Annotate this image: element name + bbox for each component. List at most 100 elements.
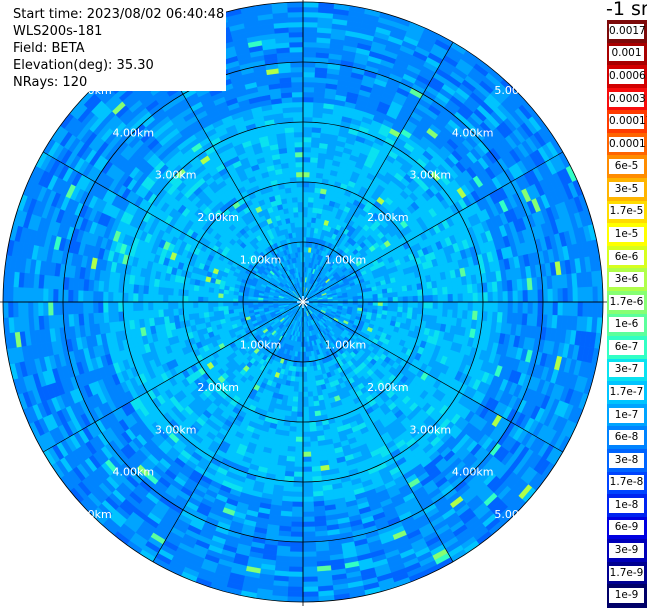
range-gate-cell: [133, 311, 139, 320]
range-gate-cell: [297, 242, 300, 247]
range-gate-cell: [296, 427, 303, 432]
range-gate-cell: [293, 112, 303, 117]
range-gate-cell: [288, 162, 296, 168]
range-gate-cell: [238, 302, 243, 305]
range-gate-cell: [303, 167, 310, 172]
range-gate-cell: [502, 312, 508, 323]
range-gate-cell: [303, 92, 314, 97]
range-gate-cell: [199, 312, 205, 318]
range-gate-cell: [378, 306, 383, 310]
range-gate-cell: [297, 412, 303, 417]
range-gate-cell: [383, 302, 388, 306]
range-gate-cell: [163, 302, 168, 309]
range-gate-cell: [193, 296, 198, 302]
range-gate-cell: [303, 237, 306, 242]
range-gate-cell: [188, 302, 193, 308]
range-gate-cell: [312, 132, 321, 138]
range-gate-cell: [286, 456, 295, 462]
range-gate-cell: [223, 310, 228, 315]
range-gate-cell: [193, 307, 198, 313]
range-gate-cell: [303, 462, 312, 467]
range-gate-cell: [295, 372, 299, 377]
range-gate-cell: [293, 107, 303, 112]
range-gate-cell: [303, 227, 307, 232]
range-gate-cell: [218, 306, 223, 311]
range-gate-cell: [417, 308, 422, 315]
range-gate-cell: [118, 302, 123, 312]
range-gate-cell: [492, 282, 498, 292]
range-gate-cell: [388, 297, 393, 302]
range-gate-cell: [178, 295, 183, 302]
range-gate-cell: [303, 182, 309, 187]
range-gate-cell: [383, 293, 388, 298]
range-gate-cell: [284, 213, 289, 219]
range-gate-cell: [412, 284, 418, 290]
range-gate-cell: [303, 157, 311, 162]
range-gate-cell: [290, 416, 297, 421]
range-gate-cell: [293, 497, 303, 502]
range-gate-cell: [173, 295, 178, 302]
range-gate-cell: [408, 296, 413, 302]
range-gate-cell: [98, 291, 103, 302]
range-gate-cell: [487, 282, 493, 292]
range-gate-cell: [303, 412, 309, 417]
range-gate-cell: [393, 307, 398, 312]
range-gate-cell: [378, 298, 383, 302]
range-gate-cell: [312, 391, 317, 397]
range-gate-cell: [103, 292, 108, 302]
range-gate-cell: [303, 367, 307, 372]
range-gate-cell: [173, 288, 179, 295]
range-gate-cell: [417, 289, 422, 296]
range-gate-cell: [303, 372, 307, 377]
range-gate-cell: [286, 461, 295, 467]
range-gate-cell: [300, 352, 303, 357]
range-gate-cell: [183, 296, 188, 302]
range-gate-cell: [294, 132, 303, 137]
range-gate-cell: [283, 491, 293, 497]
range-gate-cell: [311, 147, 319, 153]
range-gate-cell: [258, 304, 263, 307]
range-gate-cell: [383, 306, 388, 311]
range-gate-cell: [303, 247, 306, 252]
range-gate-cell: [295, 457, 303, 462]
range-gate-cell: [163, 309, 169, 317]
range-gate-cell: [204, 312, 210, 318]
range-gate-cell: [462, 285, 468, 294]
range-gate-cell: [473, 302, 478, 311]
range-gate-cell: [392, 311, 398, 316]
range-gate-cell: [148, 310, 154, 318]
range-gate-cell: [447, 286, 453, 294]
range-gate-cell: [423, 295, 428, 302]
range-gate-cell: [468, 302, 473, 311]
range-gate-cell: [300, 362, 303, 367]
range-gate-cell: [188, 308, 193, 314]
range-gate-cell: [294, 387, 299, 392]
range-gate-cell: [307, 212, 312, 217]
range-gate-cell: [299, 377, 303, 382]
range-gate-cell: [437, 309, 443, 317]
range-gate-cell: [287, 152, 295, 158]
range-gate-cell: [103, 281, 109, 292]
range-gate-cell: [310, 436, 318, 442]
range-gate-cell: [291, 411, 297, 416]
range-gate-cell: [312, 127, 321, 133]
range-gate-cell: [248, 299, 253, 302]
range-gate-cell: [303, 352, 306, 357]
range-gate-cell: [372, 290, 377, 294]
range-gate-cell: [303, 232, 307, 237]
range-gate-cell: [143, 285, 149, 294]
range-gate-cell: [283, 107, 293, 113]
range-gate-cell: [285, 466, 294, 472]
range-gate-cell: [303, 422, 310, 427]
range-gate-cell: [423, 302, 428, 309]
range-gate-cell: [303, 437, 310, 442]
range-gate-cell: [295, 377, 299, 382]
range-gate-cell: [293, 396, 298, 401]
range-gate-cell: [290, 182, 297, 187]
range-gate-cell: [303, 507, 314, 512]
range-gate-cell: [368, 295, 373, 299]
range-gate-cell: [453, 302, 458, 310]
range-gate-cell: [288, 208, 293, 214]
range-gate-cell: [388, 302, 393, 307]
range-gate-cell: [228, 306, 233, 310]
